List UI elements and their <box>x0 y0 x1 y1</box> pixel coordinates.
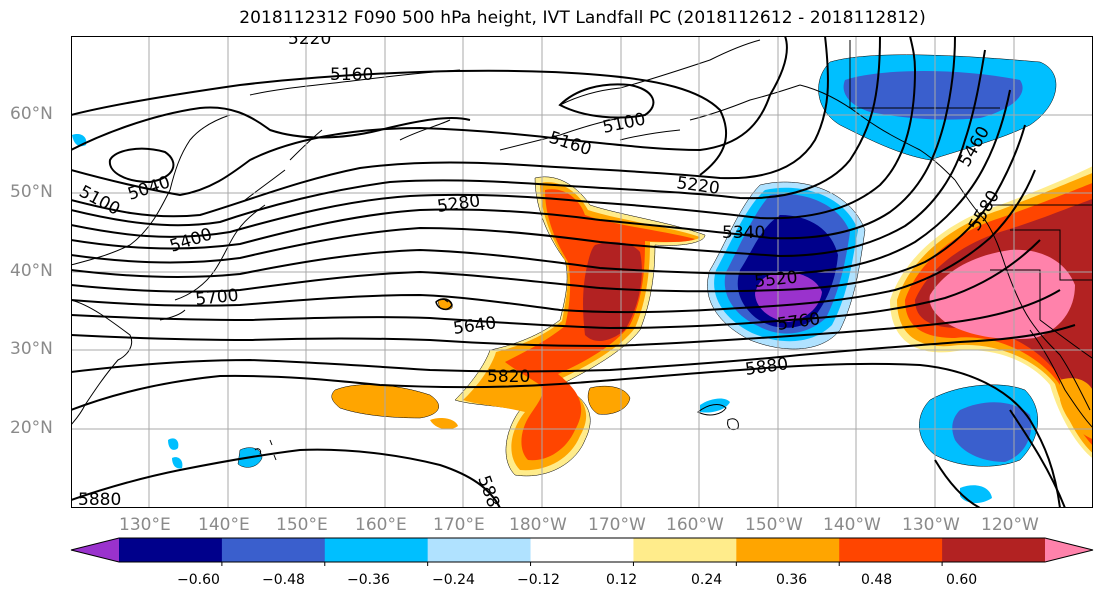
contour-label-5100-a: 5100 <box>601 109 647 138</box>
colorbar-tick-3: −0.36 <box>347 572 390 588</box>
colorbar-bin <box>942 538 1046 562</box>
colorbar-extend-high <box>1045 538 1093 562</box>
colorbar-bin <box>530 538 634 562</box>
contour-label-5220-top: 5220 <box>288 29 331 49</box>
contour-label-5160-b: 5160 <box>546 128 593 160</box>
height-contours <box>71 36 1076 508</box>
colorbar-tick-10: 0.60 <box>946 572 978 588</box>
contour-label-588-partial: 588 <box>473 473 503 510</box>
lon-label-170e: 170°E <box>433 515 485 535</box>
lat-label-50n: 50°N <box>10 182 53 202</box>
map-title: 2018112312 F090 500 hPa height, IVT Land… <box>239 8 926 28</box>
contour-label-5520: 5520 <box>753 268 798 292</box>
lon-label-160e: 160°E <box>355 515 407 535</box>
contour-label-5400: 5400 <box>167 224 214 256</box>
lat-label-40n: 40°N <box>10 261 53 281</box>
lon-label-140w: 140°W <box>823 515 881 535</box>
contour-label-5100-b: 5100 <box>76 182 124 220</box>
contour-label-5700: 5700 <box>194 286 239 310</box>
lon-label-160w: 160°W <box>666 515 724 535</box>
colorbar-tick-8: 0.36 <box>776 572 808 588</box>
colorbar-bin <box>839 538 943 562</box>
coastlines <box>71 39 1093 461</box>
neg-anomaly-central <box>707 181 866 350</box>
colorbar <box>70 537 1094 566</box>
lon-label-140e: 140°E <box>198 515 250 535</box>
contour-label-5640: 5640 <box>452 313 498 339</box>
colorbar-tick-9: 0.48 <box>861 572 893 588</box>
colorbar-tick-1: −0.60 <box>177 572 220 588</box>
lon-label-130w: 130°W <box>902 515 960 535</box>
colorbar-bin <box>221 538 326 562</box>
colorbar-bin <box>324 538 429 562</box>
lon-label-150w: 150°W <box>745 515 803 535</box>
colorbar-bin <box>427 538 532 562</box>
colorbar-tick-6: 0.12 <box>606 572 638 588</box>
lon-label-150e: 150°E <box>276 515 328 535</box>
contour-label-5160-a: 5160 <box>330 65 373 85</box>
colorbar-tick-5: −0.12 <box>517 572 560 588</box>
lon-label-180w: 180°W <box>509 515 567 535</box>
colorbar-bin <box>736 538 840 562</box>
colorbar-tick-4: −0.24 <box>432 572 475 588</box>
lon-label-120w: 120°W <box>981 515 1039 535</box>
lat-label-60n: 60°N <box>10 104 53 124</box>
lon-label-170w: 170°W <box>588 515 646 535</box>
colorbar-tick-7: 0.24 <box>691 572 723 588</box>
lat-label-30n: 30°N <box>10 339 53 359</box>
gridlines <box>71 36 1093 508</box>
colorbar-bin <box>119 538 223 562</box>
contour-label-5880-left: 5880 <box>78 490 121 510</box>
contour-label-5820: 5820 <box>487 367 530 387</box>
contour-label-5340: 5340 <box>722 223 765 243</box>
lat-label-20n: 20°N <box>10 418 53 438</box>
colorbar-outline <box>70 537 1094 563</box>
neg-anomaly-south <box>72 134 1038 504</box>
colorbar-tick-2: −0.48 <box>262 572 305 588</box>
contour-label-5880: 5880 <box>744 354 790 380</box>
colorbar-extend-low <box>71 538 119 562</box>
lon-label-130e: 130°E <box>119 515 171 535</box>
colorbar-bin <box>633 538 737 562</box>
